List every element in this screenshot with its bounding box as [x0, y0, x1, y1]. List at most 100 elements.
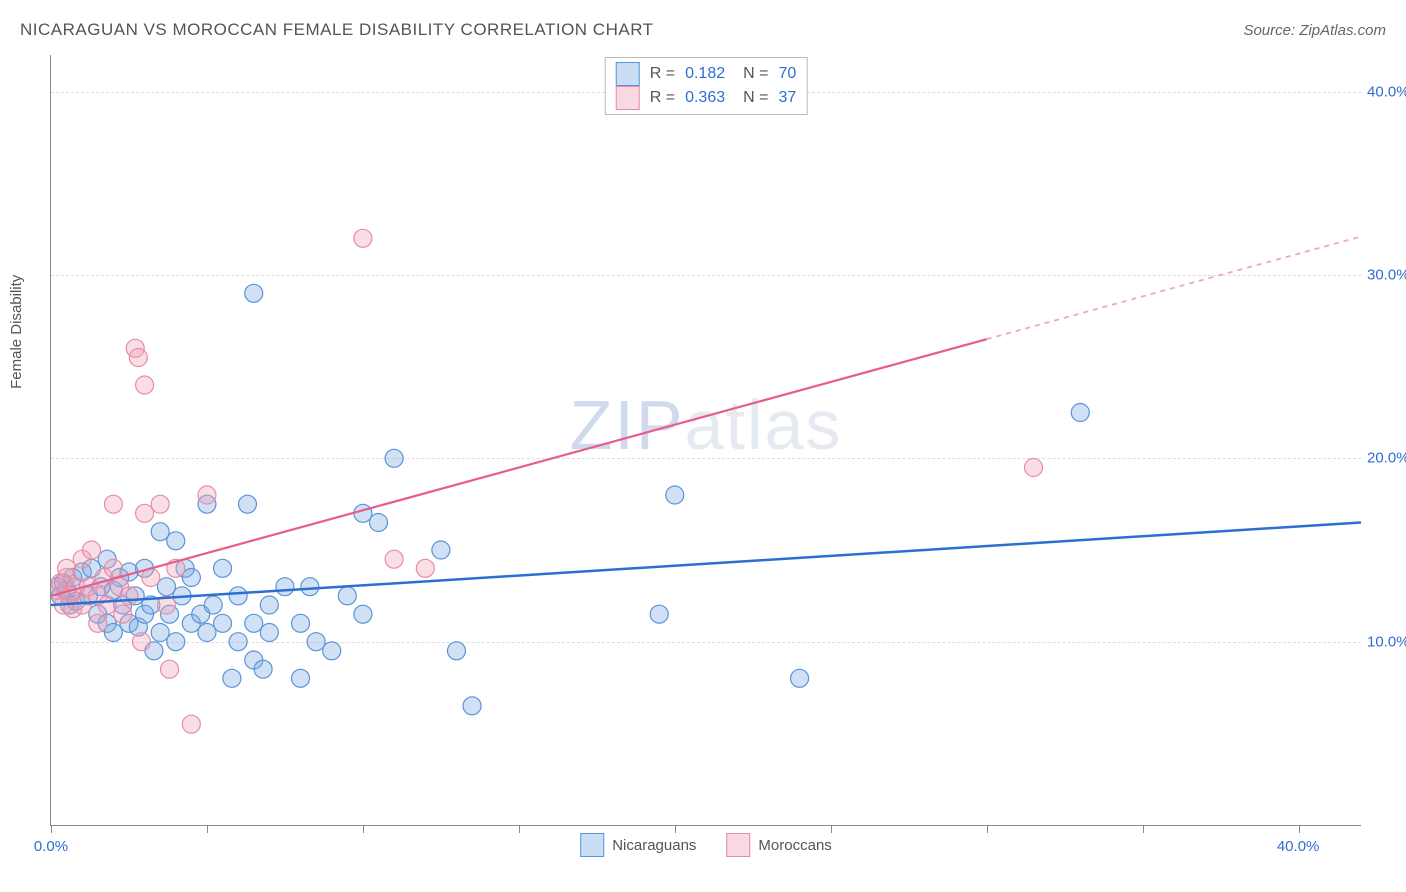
scatter-point	[89, 614, 107, 632]
scatter-point	[791, 669, 809, 687]
scatter-point	[260, 596, 278, 614]
scatter-point	[204, 596, 222, 614]
legend-swatch-pink	[616, 86, 640, 110]
x-tick	[207, 825, 208, 833]
scatter-point	[338, 587, 356, 605]
scatter-point	[354, 605, 372, 623]
scatter-point	[151, 495, 169, 513]
legend-label-nicaraguans: Nicaraguans	[612, 837, 696, 854]
scatter-point	[260, 624, 278, 642]
legend-row-moroccans: R = 0.363 N = 37	[616, 86, 797, 110]
scatter-point	[167, 633, 185, 651]
scatter-point	[276, 578, 294, 596]
legend-swatch-blue	[580, 833, 604, 857]
n-label: N =	[743, 86, 768, 110]
r-value-nic: 0.182	[685, 62, 725, 86]
scatter-point	[239, 495, 257, 513]
scatter-point	[214, 559, 232, 577]
bottom-legend: Nicaraguans Moroccans	[580, 833, 832, 857]
scatter-point	[104, 559, 122, 577]
plot-area: R = 0.182 N = 70 R = 0.363 N = 37 ZIPatl…	[50, 55, 1361, 826]
n-value-mor: 37	[778, 86, 796, 110]
x-tick	[987, 825, 988, 833]
scatter-point	[385, 550, 403, 568]
scatter-point	[301, 578, 319, 596]
legend-row-nicaraguans: R = 0.182 N = 70	[616, 62, 797, 86]
source-attribution: Source: ZipAtlas.com	[1243, 22, 1386, 39]
regression-line-moroccans-extrapolated	[987, 237, 1361, 340]
scatter-point	[229, 587, 247, 605]
scatter-point	[136, 504, 154, 522]
scatter-point	[323, 642, 341, 660]
y-axis-label: Female Disability	[8, 275, 25, 389]
x-axis-max-label: 40.0%	[1277, 838, 1320, 855]
scatter-point	[182, 569, 200, 587]
scatter-point	[98, 596, 116, 614]
scatter-point	[245, 284, 263, 302]
scatter-point	[416, 559, 434, 577]
scatter-point	[157, 578, 175, 596]
scatter-point	[245, 614, 263, 632]
legend-item-moroccans: Moroccans	[726, 833, 831, 857]
x-tick	[831, 825, 832, 833]
scatter-point	[463, 697, 481, 715]
y-tick-label: 40.0%	[1367, 83, 1406, 100]
scatter-point	[229, 633, 247, 651]
scatter-point	[73, 596, 91, 614]
scatter-point	[666, 486, 684, 504]
r-label: R =	[650, 86, 675, 110]
legend-swatch-pink	[726, 833, 750, 857]
scatter-point	[114, 605, 132, 623]
scatter-point	[292, 614, 310, 632]
r-value-mor: 0.363	[685, 86, 725, 110]
scatter-point	[1071, 404, 1089, 422]
legend-swatch-blue	[616, 62, 640, 86]
scatter-point	[151, 624, 169, 642]
scatter-point	[104, 495, 122, 513]
scatter-point	[198, 624, 216, 642]
scatter-point	[370, 514, 388, 532]
legend-label-moroccans: Moroccans	[758, 837, 831, 854]
scatter-point	[120, 587, 138, 605]
regression-line-moroccans	[51, 339, 987, 596]
scatter-point	[292, 669, 310, 687]
scatter-point	[83, 541, 101, 559]
r-label: R =	[650, 62, 675, 86]
legend-item-nicaraguans: Nicaraguans	[580, 833, 696, 857]
scatter-point	[182, 715, 200, 733]
correlation-legend: R = 0.182 N = 70 R = 0.363 N = 37	[605, 57, 808, 115]
chart-title: NICARAGUAN VS MOROCCAN FEMALE DISABILITY…	[20, 20, 654, 40]
x-tick	[363, 825, 364, 833]
x-tick	[1299, 825, 1300, 833]
scatter-point	[136, 376, 154, 394]
n-label: N =	[743, 62, 768, 86]
x-tick	[675, 825, 676, 833]
n-value-nic: 70	[778, 62, 796, 86]
x-axis-min-label: 0.0%	[34, 838, 68, 855]
scatter-point	[167, 532, 185, 550]
x-tick	[1143, 825, 1144, 833]
scatter-point	[58, 559, 76, 577]
chart-container: NICARAGUAN VS MOROCCAN FEMALE DISABILITY…	[0, 0, 1406, 892]
scatter-point	[432, 541, 450, 559]
scatter-point	[214, 614, 232, 632]
scatter-point	[104, 624, 122, 642]
regression-line-nicaraguans	[51, 523, 1361, 606]
plot-svg	[51, 55, 1361, 825]
y-tick-label: 30.0%	[1367, 267, 1406, 284]
scatter-point	[254, 660, 272, 678]
x-tick	[51, 825, 52, 833]
scatter-point	[129, 349, 147, 367]
scatter-point	[385, 449, 403, 467]
y-tick-label: 10.0%	[1367, 633, 1406, 650]
scatter-point	[161, 660, 179, 678]
scatter-point	[354, 229, 372, 247]
scatter-point	[151, 523, 169, 541]
scatter-point	[650, 605, 668, 623]
y-tick-label: 20.0%	[1367, 450, 1406, 467]
x-tick	[519, 825, 520, 833]
scatter-point	[447, 642, 465, 660]
scatter-point	[223, 669, 241, 687]
scatter-point	[1025, 459, 1043, 477]
scatter-point	[354, 504, 372, 522]
